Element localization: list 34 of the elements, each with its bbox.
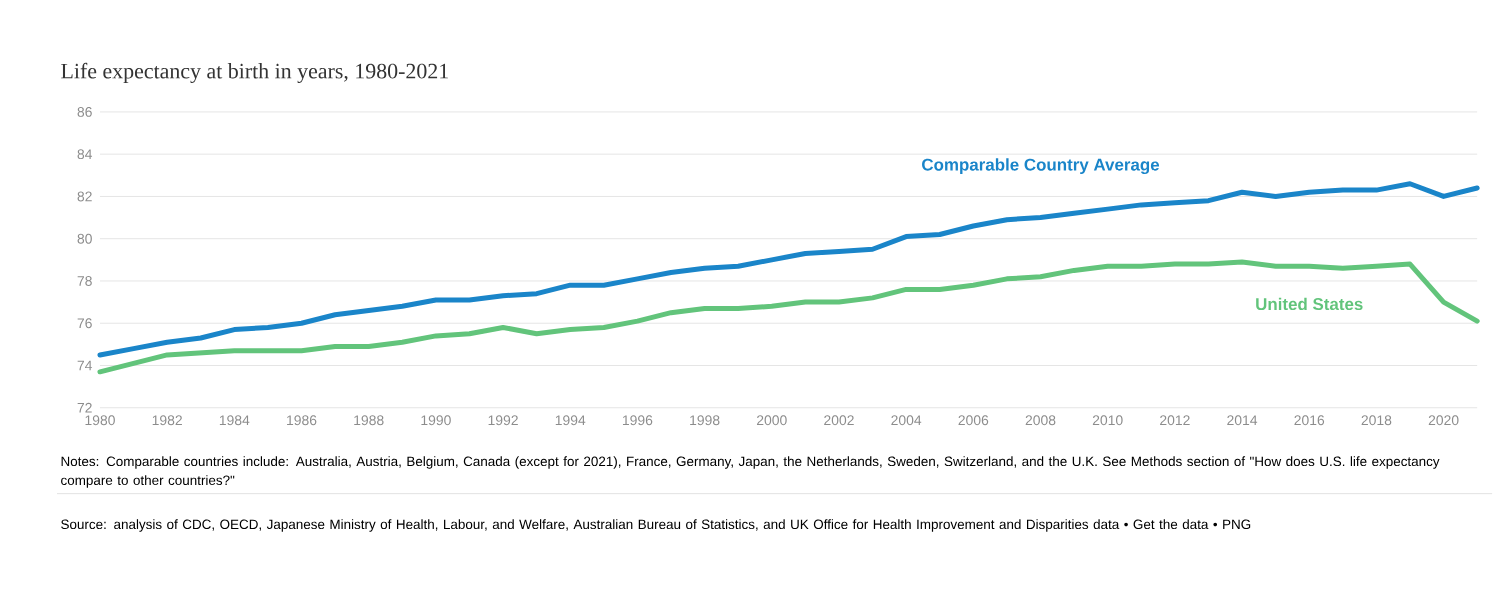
- y-tick-label: 86: [77, 107, 92, 118]
- series-label: Comparable Country Average: [922, 158, 1160, 175]
- x-tick-label: 2004: [891, 415, 922, 426]
- x-tick-label: 1998: [690, 415, 720, 426]
- x-tick-label: 2012: [1160, 415, 1190, 426]
- y-tick-label: 74: [77, 360, 93, 371]
- y-tick-label: 76: [77, 318, 92, 329]
- y-tick-label: 80: [77, 233, 92, 244]
- x-tick-label: 1980: [85, 415, 115, 426]
- x-tick-label: 1996: [622, 415, 653, 426]
- x-tick-label: 1986: [287, 415, 317, 426]
- x-tick-label: 2002: [824, 415, 854, 426]
- y-tick-label: 82: [77, 191, 92, 202]
- x-tick-label: 2006: [958, 415, 989, 426]
- y-tick-label: 84: [77, 149, 93, 160]
- x-tick-label: 2020: [1428, 415, 1459, 426]
- x-tick-label: 1984: [219, 415, 250, 426]
- x-tick-label: 1994: [555, 415, 586, 426]
- y-tick-label: 72: [77, 403, 92, 413]
- series-label: United States: [1256, 297, 1363, 311]
- x-tick-label: 2014: [1227, 415, 1258, 426]
- x-tick-label: 1982: [152, 415, 182, 426]
- x-tick-label: 2008: [1025, 415, 1056, 426]
- y-tick-label: 78: [77, 276, 92, 287]
- x-tick-label: 2018: [1361, 415, 1392, 426]
- text: Notes: Comparable countries include: Australia, Austria, Belgium, Canada (except for 2021), France, Germany, Japan, the Netherlands, Sweden, Switzerland, and the U.K. See Methods section of "How does U.S. life expectancy compare to other countries?": [61, 456, 1440, 488]
- x-tick-label: 2000: [756, 415, 787, 426]
- source-note: Source: analysis of CDC, OECD, Japanese Ministry of Health, Labour, and Welfare, Australian Bureau of Statistics, and UK Office for Health Improvement and Disparities data • Get the data • PNG: [61, 519, 1251, 532]
- x-tick-label: 2010: [1092, 415, 1123, 426]
- x-tick-label: 1990: [421, 415, 451, 426]
- x-tick-label: 1992: [488, 415, 518, 426]
- x-tick-label: 1988: [354, 415, 384, 426]
- chart-title: Life expectancy at birth in years, 1980-2021: [61, 63, 448, 84]
- x-tick-label: 2016: [1294, 415, 1325, 426]
